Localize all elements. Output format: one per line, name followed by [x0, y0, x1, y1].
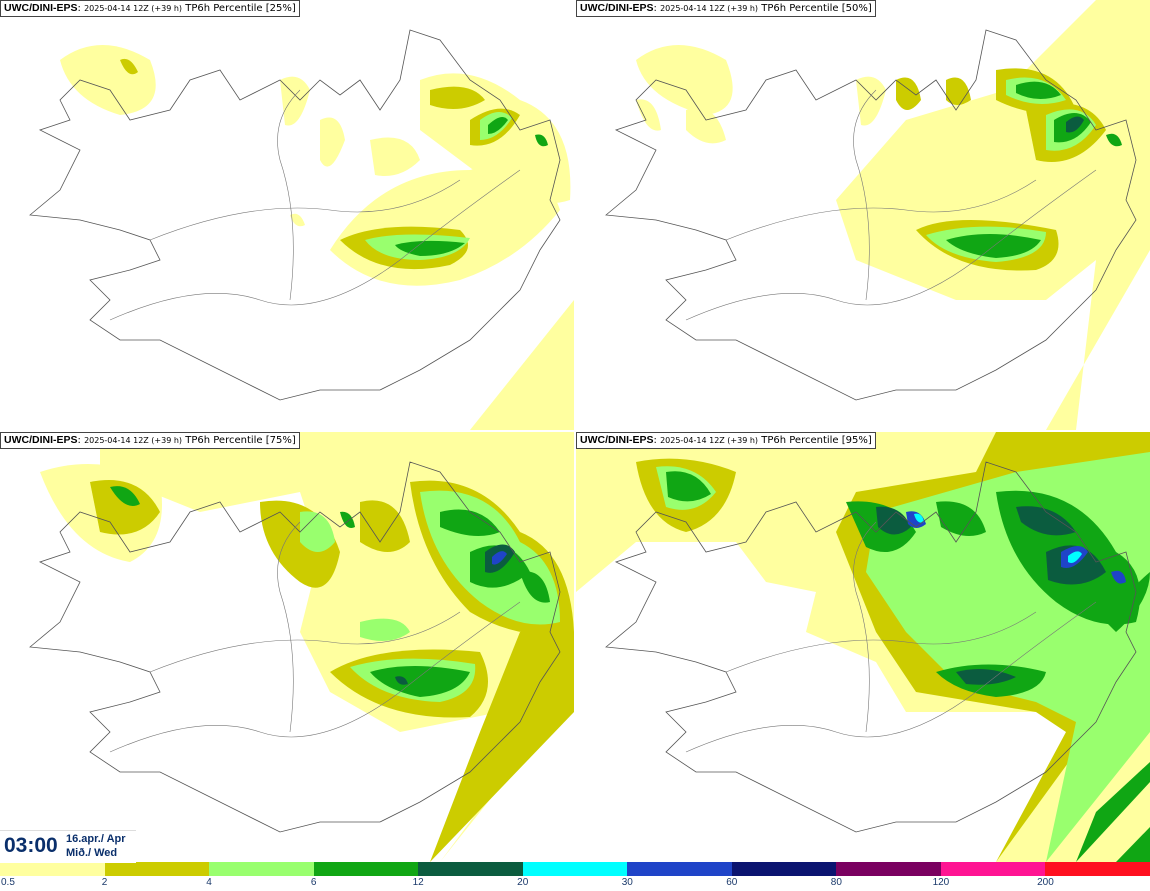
- legend-swatch: [522, 862, 628, 876]
- run-time: 2025-04-14 12Z (+39 h): [84, 4, 183, 13]
- precip-shading: [636, 0, 1150, 430]
- model-name: UWC/DINI-EPS: [4, 434, 78, 446]
- legend-swatch: [104, 862, 210, 876]
- legend-label: 6: [310, 877, 317, 888]
- model-name: UWC/DINI-EPS: [4, 2, 78, 14]
- legend-label: 80: [830, 877, 842, 888]
- legend-label: 12: [412, 877, 424, 888]
- panel-title: UWC/DINI-EPS: 2025-04-14 12Z (+39 h) TP6…: [0, 432, 300, 449]
- legend-swatch: [0, 862, 105, 876]
- roads: [685, 89, 1097, 321]
- panel-title: UWC/DINI-EPS: 2025-04-14 12Z (+39 h) TP6…: [0, 0, 300, 17]
- legend-swatch: [209, 862, 314, 876]
- legend-label: 30: [621, 877, 633, 888]
- model-name: UWC/DINI-EPS: [580, 2, 654, 14]
- legend-label: 120: [932, 877, 950, 888]
- coastline: [29, 461, 561, 833]
- panel-title: UWC/DINI-EPS: 2025-04-14 12Z (+39 h) TP6…: [576, 0, 876, 17]
- run-time: 2025-04-14 12Z (+39 h): [660, 4, 759, 13]
- coastline: [605, 461, 1137, 833]
- panel-divider-horizontal: [0, 430, 1150, 432]
- precip-shading: [40, 432, 574, 862]
- valid-weekday: Mið./ Wed: [66, 847, 118, 859]
- coastline: [605, 29, 1137, 401]
- coastline: [29, 29, 561, 401]
- product-name: TP6h Percentile [50%]: [761, 3, 872, 14]
- roads: [109, 521, 521, 753]
- map-panel-25: UWC/DINI-EPS: 2025-04-14 12Z (+39 h) TP6…: [0, 0, 574, 430]
- run-time: 2025-04-14 12Z (+39 h): [660, 436, 759, 445]
- panel-title: UWC/DINI-EPS: 2025-04-14 12Z (+39 h) TP6…: [576, 432, 876, 449]
- legend-swatch: [418, 862, 523, 876]
- legend-label: 2: [101, 877, 108, 888]
- precip-shading: [576, 432, 1150, 862]
- legend-label: 60: [726, 877, 738, 888]
- legend-label: 20: [517, 877, 529, 888]
- legend-swatch: [836, 862, 941, 876]
- map-panel-75: UWC/DINI-EPS: 2025-04-14 12Z (+39 h) TP6…: [0, 432, 574, 862]
- legend-swatch: [731, 862, 837, 876]
- legend-color-bar: [0, 862, 1150, 876]
- product-name: TP6h Percentile [25%]: [185, 3, 296, 14]
- precip-map-75: [29, 432, 574, 862]
- valid-hour: 03:00: [4, 834, 58, 857]
- product-name: TP6h Percentile [95%]: [761, 435, 872, 446]
- roads: [109, 89, 521, 321]
- legend-swatch: [627, 862, 732, 876]
- model-name: UWC/DINI-EPS: [580, 434, 654, 446]
- product-name: TP6h Percentile [75%]: [185, 435, 296, 446]
- legend-labels: 0.5 2 4 6 12 20 30 60 80 120 200: [0, 876, 1150, 891]
- run-time: 2025-04-14 12Z (+39 h): [84, 436, 183, 445]
- legend-swatch: [313, 862, 419, 876]
- valid-date: 16.apr./ Apr: [66, 833, 126, 845]
- roads: [685, 521, 1097, 753]
- legend-swatch: [1045, 862, 1150, 876]
- legend-label: 4: [206, 877, 212, 888]
- precip-map-50: [605, 0, 1150, 430]
- color-legend: 0.5 2 4 6 12 20 30 60 80 120 200: [0, 862, 1150, 891]
- map-panel-95: UWC/DINI-EPS: 2025-04-14 12Z (+39 h) TP6…: [576, 432, 1150, 862]
- legend-swatch: [940, 862, 1046, 876]
- precip-map-25: [29, 29, 574, 430]
- precip-map-95: [576, 432, 1150, 862]
- map-panel-50: UWC/DINI-EPS: 2025-04-14 12Z (+39 h) TP6…: [576, 0, 1150, 430]
- legend-label: 200: [1037, 877, 1054, 888]
- valid-time-box: 03:00 16.apr./ Apr Mið./ Wed: [0, 830, 136, 863]
- precip-shading: [60, 45, 574, 430]
- legend-label: 0.5: [1, 877, 15, 888]
